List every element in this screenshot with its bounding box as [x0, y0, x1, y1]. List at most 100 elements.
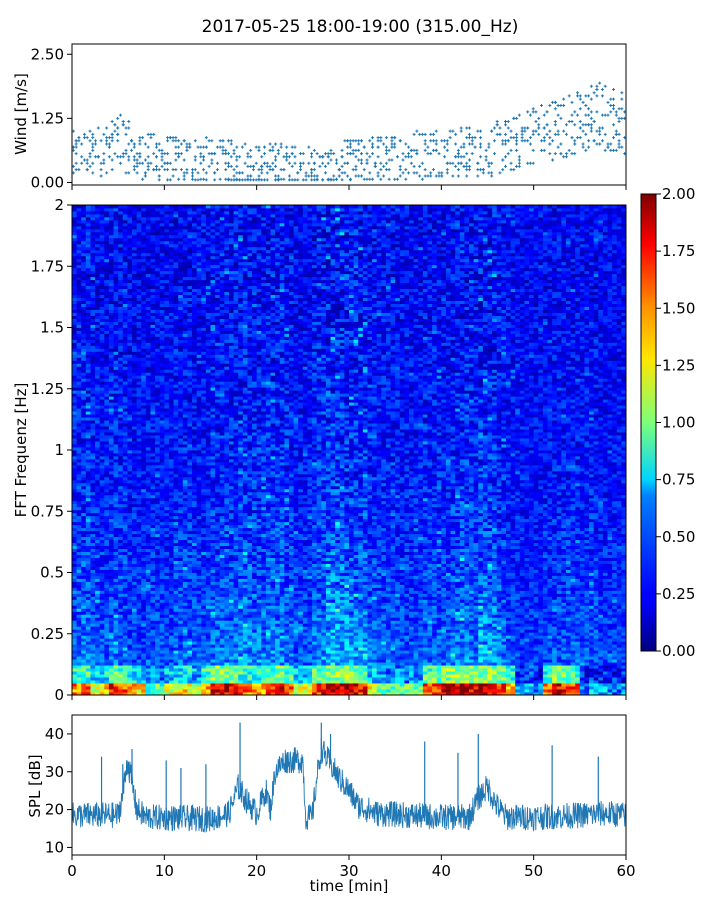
heatmap-cell [127, 378, 133, 382]
wind-point [581, 145, 585, 149]
heatmap-cell [132, 566, 138, 570]
heatmap-cell [168, 450, 174, 454]
heatmap-cell [76, 578, 82, 582]
heatmap-cell [168, 375, 174, 379]
heatmap-cell [81, 671, 87, 675]
wind-point [459, 161, 463, 165]
heatmap-cell [168, 659, 174, 663]
heatmap-cell [159, 306, 165, 310]
heatmap-cell [99, 530, 105, 535]
heatmap-cell [76, 312, 82, 316]
heatmap-cell [122, 680, 128, 684]
heatmap-cell [150, 426, 156, 430]
heatmap-cell [76, 273, 82, 278]
wind-point [343, 171, 347, 175]
heatmap-cell [159, 414, 165, 418]
heatmap-cell [85, 276, 91, 281]
heatmap-cell [99, 213, 105, 218]
heatmap-cell [164, 393, 170, 397]
wind-point [238, 171, 242, 175]
heatmap-cell [90, 668, 96, 672]
wind-point [185, 171, 189, 175]
heatmap-cell [76, 318, 82, 322]
wind-point [193, 139, 197, 143]
heatmap-cell [178, 426, 184, 430]
heatmap-cell [104, 291, 110, 296]
heatmap-cell [145, 357, 151, 361]
heatmap-cell [81, 324, 87, 328]
heatmap-cell [95, 497, 101, 502]
heatmap-cell [136, 306, 142, 310]
heatmap-cell [132, 333, 138, 337]
heatmap-cell [76, 408, 82, 412]
heatmap-cell [108, 665, 114, 669]
heatmap-cell [159, 575, 165, 579]
heatmap-cell [76, 246, 82, 251]
wind-point [263, 152, 267, 156]
heatmap-cell [72, 366, 78, 370]
heatmap-cell [145, 596, 151, 600]
heatmap-cell [85, 393, 91, 397]
wind-point [80, 155, 84, 159]
heatmap-cell [141, 659, 147, 663]
heatmap-cell [81, 467, 87, 472]
wind-point [221, 148, 225, 152]
heatmap-cell [99, 659, 105, 663]
heatmap-cell [141, 321, 147, 325]
heatmap-cell [85, 249, 91, 254]
heatmap-cell [95, 581, 101, 585]
heatmap-cell [141, 231, 147, 236]
heatmap-cell [132, 473, 138, 478]
heatmap-cell [127, 464, 133, 469]
heatmap-cell [72, 500, 78, 505]
heatmap-cell [99, 686, 105, 690]
heatmap-cell [150, 536, 156, 541]
heatmap-cell [173, 500, 179, 505]
heatmap-cell [141, 653, 147, 657]
heatmap-cell [127, 366, 133, 370]
heatmap-cell [155, 267, 161, 272]
wind-point [581, 129, 585, 133]
heatmap-cell [127, 548, 133, 552]
heatmap-cell [72, 503, 78, 508]
heatmap-cell [178, 441, 184, 445]
heatmap-cell [90, 222, 96, 227]
heatmap-cell [90, 237, 96, 242]
heatmap-cell [76, 309, 82, 313]
heatmap-cell [122, 342, 128, 346]
heatmap-cell [132, 237, 138, 242]
heatmap-cell [159, 563, 165, 567]
heatmap-cell [145, 605, 151, 609]
heatmap-cell [145, 234, 151, 239]
heatmap-cell [164, 527, 170, 532]
heatmap-cell [72, 602, 78, 606]
heatmap-cell [173, 503, 179, 508]
heatmap-cell [164, 635, 170, 639]
heatmap-cell [164, 411, 170, 415]
heatmap-cell [95, 485, 101, 490]
heatmap-cell [85, 321, 91, 325]
heatmap-cell [104, 530, 110, 535]
wind-point [91, 148, 95, 152]
wind-point [506, 152, 510, 156]
heatmap-cell [182, 641, 188, 645]
heatmap-cell [90, 435, 96, 439]
heatmap-cell [104, 312, 110, 316]
heatmap-cell [164, 647, 170, 651]
heatmap-cell [122, 321, 128, 325]
wind-point [260, 168, 264, 172]
wind-point [504, 164, 508, 168]
heatmap-cell [113, 497, 119, 502]
heatmap-cell [72, 479, 78, 484]
heatmap-cell [145, 464, 151, 469]
heatmap-cell [122, 237, 128, 242]
heatmap-cell [159, 396, 165, 400]
heatmap-cell [90, 587, 96, 591]
heatmap-cell [104, 515, 110, 520]
wind-point [578, 136, 582, 140]
wind-point [559, 152, 563, 156]
heatmap-cell [164, 509, 170, 514]
heatmap-cell [72, 258, 78, 263]
heatmap-cell [122, 405, 128, 409]
heatmap-cell [118, 205, 124, 209]
